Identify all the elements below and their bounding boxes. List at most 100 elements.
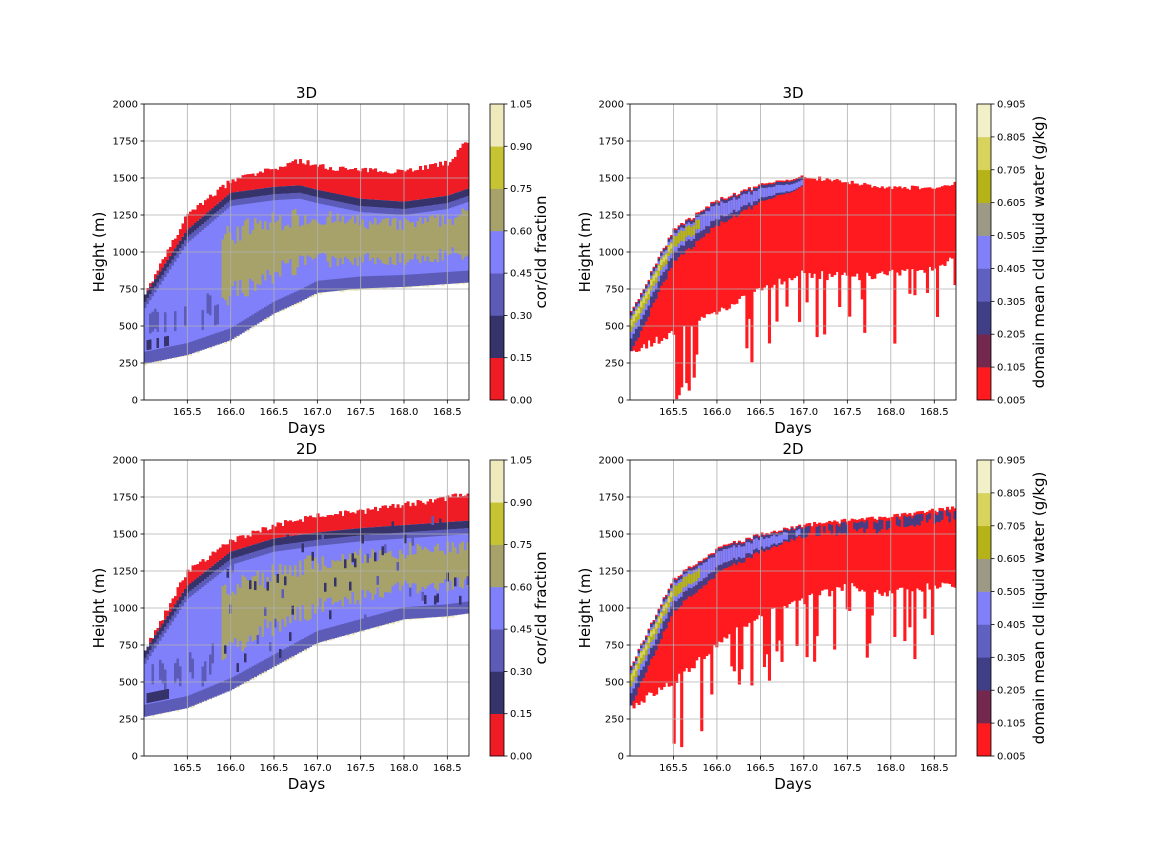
- field-cell: [204, 221, 208, 228]
- field-cell: [466, 493, 469, 521]
- field-cell: [642, 297, 646, 304]
- field-cell: [707, 211, 711, 227]
- colorbar-swatch: [977, 268, 991, 302]
- field-cell: [331, 192, 335, 201]
- field-cell: [249, 667, 253, 680]
- field-cell: [915, 186, 919, 271]
- field-cell: [201, 224, 205, 230]
- field-cell: [730, 547, 734, 561]
- field-cell: [279, 648, 283, 658]
- field-cell: [174, 604, 178, 703]
- field-cell: [790, 184, 794, 191]
- field-cell: [261, 660, 265, 673]
- field-cell: [216, 549, 220, 562]
- x-tick-label: 165.5: [659, 407, 688, 418]
- field-cell: [401, 229, 405, 254]
- colorbar-tick-label: 0.90: [510, 142, 532, 153]
- field-cell: [449, 194, 453, 203]
- field-cell: [426, 205, 430, 212]
- field-cell: [446, 541, 450, 592]
- field-cell: [246, 546, 250, 554]
- colorbar-tick-label: 0.305: [997, 297, 1026, 308]
- field-cell: [439, 518, 443, 528]
- field-cell: [918, 189, 922, 271]
- x-tick-label: 167.5: [346, 407, 375, 418]
- field-cell: [655, 272, 659, 278]
- field-cell: [264, 188, 268, 196]
- field-cell: [767, 538, 772, 547]
- field-cell: [775, 536, 779, 545]
- field-cell: [144, 704, 148, 717]
- field-cell: [149, 642, 153, 651]
- field-cell: [426, 221, 430, 257]
- field-cell: [364, 199, 368, 207]
- field-cell: [144, 301, 148, 308]
- field-cell: [206, 687, 210, 700]
- field-cell: [414, 505, 418, 525]
- field-cell: [209, 335, 213, 348]
- field-cell: [281, 230, 285, 261]
- field-cell: [249, 190, 253, 198]
- field-cell: [291, 535, 295, 544]
- field-cell: [264, 306, 268, 319]
- field-cell: [727, 201, 731, 215]
- field-cell: [334, 221, 338, 258]
- field-cell: [394, 609, 398, 622]
- field-cell: [853, 522, 857, 530]
- field-cell: [439, 272, 443, 285]
- field-cell: [179, 596, 183, 605]
- field-cell: [464, 197, 468, 203]
- field-cell: [735, 199, 739, 212]
- field-cell: [351, 553, 355, 563]
- field-cell: [196, 585, 200, 591]
- field-cell: [682, 569, 686, 672]
- field-cell: [324, 168, 328, 192]
- field-cell: [309, 188, 313, 196]
- field-cell: [454, 193, 458, 201]
- field-cell: [925, 187, 930, 293]
- field-cell: [184, 696, 188, 709]
- field-cell: [274, 618, 278, 628]
- field-cell: [294, 185, 298, 194]
- field-cell: [409, 587, 413, 597]
- field-cell: [374, 552, 378, 562]
- field-cell: [189, 583, 193, 591]
- y-axis-label: Height (m): [90, 568, 108, 649]
- x-tick-label: 168.5: [920, 763, 949, 774]
- field-cell: [441, 604, 445, 617]
- field-cell: [441, 529, 445, 536]
- x-tick-label: 165.5: [659, 763, 688, 774]
- field-cell: [219, 559, 223, 688]
- field-cell: [189, 342, 193, 355]
- field-cell: [344, 529, 348, 538]
- field-cell: [284, 186, 288, 194]
- field-cell: [898, 516, 902, 588]
- colorbar-label: cor/cld fraction: [532, 196, 550, 309]
- field-cell: [416, 274, 420, 287]
- field-cell: [144, 351, 148, 364]
- field-cell: [149, 637, 153, 643]
- y-tick-label: 1000: [113, 604, 138, 615]
- field-cell: [254, 175, 258, 190]
- field-cell: [336, 213, 340, 266]
- field-cell: [436, 197, 440, 205]
- field-cell: [394, 507, 398, 526]
- field-cell: [176, 587, 180, 601]
- field-cell: [209, 295, 213, 316]
- field-cell: [219, 186, 223, 202]
- field-cell: [261, 572, 265, 637]
- field-cell: [296, 542, 300, 549]
- field-cell: [164, 610, 168, 620]
- field-cell: [466, 601, 469, 614]
- field-cell: [301, 288, 305, 301]
- field-cell: [399, 220, 403, 264]
- field-cell: [226, 544, 230, 555]
- field-cell: [201, 216, 205, 343]
- field-cell: [685, 219, 689, 384]
- field-cell: [356, 198, 360, 206]
- field-cell: [434, 197, 438, 205]
- field-cell: [189, 590, 193, 597]
- field-cell: [421, 523, 425, 532]
- field-cell: [795, 526, 799, 647]
